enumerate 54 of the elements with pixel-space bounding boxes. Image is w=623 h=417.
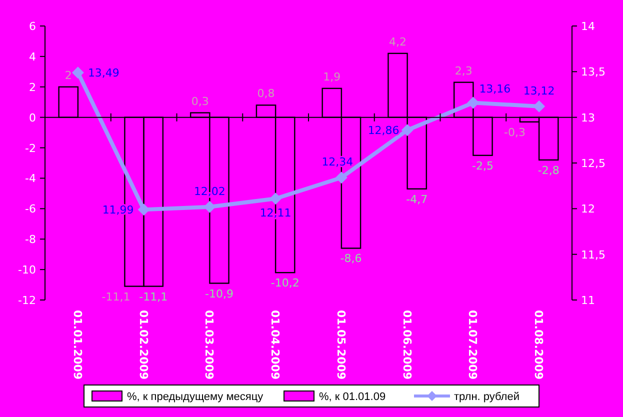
data-label: 4,2 (389, 35, 407, 48)
x-tick-label: 01.04.2009 (268, 310, 282, 380)
legend-label: %, к предыдущему месяцу (127, 391, 264, 403)
data-label: -10,2 (270, 276, 300, 290)
data-label: -4,7 (406, 192, 428, 206)
x-tick-label: 01.03.2009 (202, 310, 216, 380)
y2-tick-label: 12 (581, 202, 595, 216)
y2-tick-label: 13 (581, 111, 595, 124)
y-tick-label: -8 (25, 233, 36, 246)
x-tick-label: 01.01.2009 (70, 310, 84, 380)
x-tick-label: 01.06.2009 (400, 310, 414, 380)
data-label: -2,8 (538, 164, 560, 177)
legend-label: трлн. рублей (454, 391, 520, 403)
y-tick-label: 0 (29, 111, 36, 124)
y2-tick-label: 11,5 (581, 248, 606, 262)
y-tick-label: 2 (29, 80, 36, 94)
point (401, 124, 414, 136)
point (138, 204, 150, 216)
x-tick-label: 01.07.2009 (466, 310, 480, 380)
y-tick-label: 6 (29, 20, 36, 33)
y-tick-label: -4 (25, 172, 36, 186)
data-label: -2,5 (472, 159, 494, 172)
data-label: -11,1 (102, 290, 130, 304)
point (270, 192, 282, 205)
point (204, 200, 216, 213)
data-label: -0,3 (504, 126, 526, 139)
data-label: -8,6 (340, 252, 362, 266)
data-label: 12,86 (368, 124, 400, 138)
x-tick-label: 01.08.2009 (532, 310, 546, 380)
point (533, 100, 546, 112)
y-tick-label: -12 (18, 294, 36, 307)
y2-tick-label: 14 (581, 20, 595, 33)
y2-tick-label: 11 (581, 294, 595, 307)
data-label: 1,9 (323, 70, 341, 84)
data-label: -11,1 (139, 290, 168, 304)
y-tick-label: -2 (25, 142, 36, 155)
data-label: 0,3 (191, 94, 209, 108)
x-tick-label: 01.02.2009 (136, 310, 150, 380)
legend-label: %, к 01.01.09 (319, 391, 386, 403)
point (335, 172, 348, 184)
y-tick-label: -6 (25, 202, 36, 216)
point (72, 66, 84, 79)
data-label: 2 (64, 68, 72, 82)
data-label: 13,12 (523, 84, 555, 98)
data-label: 0,8 (257, 87, 275, 100)
y-tick-label: 4 (29, 50, 36, 64)
data-label: 2,3 (454, 64, 472, 78)
y2-tick-label: 13,5 (581, 66, 606, 79)
y-tick-label: -10 (18, 264, 36, 277)
data-label: 13,16 (479, 82, 511, 96)
y2-tick-label: 12,5 (581, 157, 606, 170)
x-tick-label: 01.05.2009 (334, 310, 348, 380)
data-label: 13,49 (88, 66, 120, 80)
data-label: -10,9 (205, 287, 234, 300)
